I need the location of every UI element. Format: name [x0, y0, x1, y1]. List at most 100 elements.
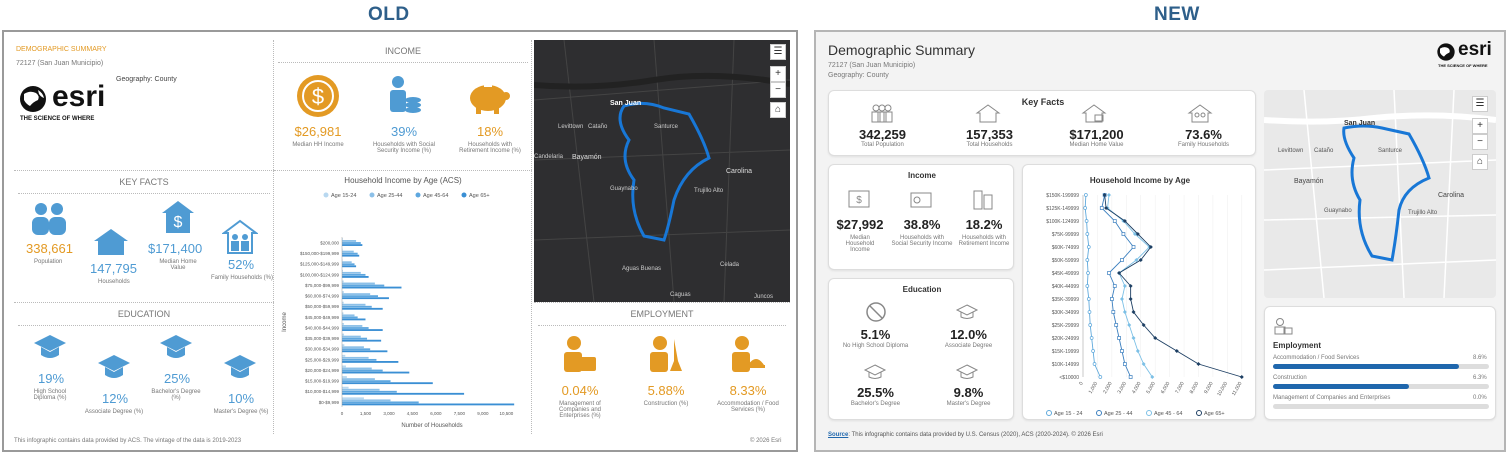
new-emp-value-1: 8.6% — [1473, 355, 1487, 361]
old-chart-ytick-14: $10,000-$14,999 — [305, 389, 340, 394]
old-chart-xtick-7: 10,500 — [499, 411, 513, 416]
old-bar-8-1 — [342, 325, 363, 327]
old-income-label-3: Households with Retirement Income (%) — [459, 142, 521, 154]
new-income-value-1: $27,992 — [836, 217, 884, 232]
new-point-3-6 — [1117, 271, 1122, 275]
old-bar-8-2 — [342, 327, 369, 329]
old-bar-15-3 — [342, 403, 515, 406]
new-chart-ytick-8: $35K-39999 — [1052, 297, 1079, 303]
old-chart-ytick-3: $100,000-$124,999 — [300, 272, 340, 277]
new-point-0-7 — [1085, 284, 1090, 288]
new-footer-source-link[interactable]: Source — [828, 432, 849, 438]
new-chart-xtick-0: 0 — [1078, 381, 1085, 387]
old-bar-10-1 — [342, 346, 364, 349]
new-point-3-12 — [1174, 349, 1179, 353]
new-point-2-3 — [1132, 232, 1137, 236]
old-chart-ytick-2: $125,000-$149,999 — [300, 262, 340, 267]
old-bar-4-0 — [342, 280, 344, 283]
old-chart-ytick-9: $35,000-$39,999 — [305, 336, 340, 341]
new-chart-title: Household Income by Age — [1090, 176, 1191, 185]
new-point-2-8 — [1119, 297, 1124, 301]
old-footer-left: This infographic contains data provided … — [14, 438, 242, 444]
old-map-zoom-out[interactable]: − — [770, 82, 786, 98]
old-employment-cell: EMPLOYMENT 0.04% Management of Companies… — [534, 302, 790, 434]
old-bar-10-0 — [342, 344, 345, 347]
new-keyfacts-heading: Key Facts — [1021, 97, 1065, 107]
new-point-0-2 — [1084, 219, 1089, 223]
old-income-heading: INCOME — [385, 46, 421, 56]
old-bar-5-3 — [342, 297, 389, 300]
old-bar-1-3 — [342, 254, 360, 257]
new-chart-xtick-4: 4,000 — [1131, 381, 1143, 395]
old-edu-value-2: 12% — [102, 391, 129, 406]
old-bar-7-2 — [342, 316, 358, 319]
new-map-label-4: Santurce — [1378, 148, 1403, 154]
old-bar-2-1 — [342, 261, 352, 264]
old-map-label-12: Juncos — [754, 294, 774, 300]
new-map-label-2: Levittown — [1278, 148, 1304, 154]
new-education-card: Education 5.1% No High School Diploma 12… — [828, 278, 1014, 420]
new-point-1-7 — [1112, 284, 1117, 288]
new-education-heading: Education — [902, 285, 942, 294]
new-kf-value-1: 342,259 — [859, 127, 906, 142]
old-bar-9-0 — [342, 333, 345, 336]
new-point-3-11 — [1153, 336, 1158, 340]
old-households-value: 147,795 — [90, 261, 137, 276]
new-point-1-1 — [1099, 206, 1104, 210]
new-kf-value-4: 73.6% — [1185, 127, 1222, 142]
old-map-home-button[interactable]: ⌂ — [770, 102, 786, 118]
new-point-2-0 — [1106, 193, 1111, 197]
new-point-0-11 — [1089, 336, 1094, 340]
new-point-0-3 — [1085, 232, 1090, 236]
old-title: DEMOGRAPHIC SUMMARY — [16, 46, 107, 53]
households-icon — [975, 104, 1001, 123]
new-point-3-8 — [1128, 297, 1133, 301]
new-point-0-6 — [1086, 271, 1090, 275]
new-point-3-9 — [1131, 310, 1136, 314]
new-emp-bar-2 — [1273, 384, 1489, 389]
new-map-label-6: Carolina — [1438, 192, 1465, 199]
old-map-list-button[interactable]: ☰ — [770, 44, 786, 60]
old-map-zoom-in[interactable]: + — [770, 66, 786, 82]
old-legend-swatch-0 — [323, 192, 329, 198]
new-income-value-2: 38.8% — [903, 217, 941, 232]
old-bar-6-0 — [342, 301, 344, 304]
new-map-list-button[interactable]: ☰ — [1472, 96, 1488, 112]
new-legend-label-1: Age 25 - 44 — [1104, 411, 1132, 417]
old-bar-2-2 — [342, 263, 355, 266]
new-chart-xtick-2: 2,000 — [1102, 381, 1114, 395]
old-emp-value-2: 5.88% — [647, 383, 685, 398]
new-point-1-10 — [1114, 323, 1119, 327]
old-bar-8-3 — [342, 329, 383, 331]
old-bar-11-3 — [342, 361, 399, 363]
new-income-label-1: Median Household Income — [845, 235, 875, 253]
new-esri-logo: esri THE SCIENCE OF WHERE — [1436, 39, 1500, 74]
new-map-zoom-out[interactable]: − — [1472, 134, 1488, 150]
old-bar-14-3 — [342, 392, 465, 395]
old-chart-xlabel: Number of Households — [401, 423, 462, 429]
employment-icon — [1274, 318, 1293, 335]
new-chart-xtick-5: 5,000 — [1145, 381, 1157, 395]
new-map-home-button[interactable]: ⌂ — [1472, 154, 1488, 170]
old-population-value: 338,661 — [26, 241, 73, 256]
new-map-zoom-in[interactable]: + — [1472, 118, 1488, 134]
old-legend-label-3: Age 65+ — [469, 193, 490, 199]
old-chart-ytick-12: $20,000-$24,999 — [305, 368, 340, 373]
old-summary-cell: DEMOGRAPHIC SUMMARY 72127 (San Juan Muni… — [14, 40, 274, 170]
old-income-value-1: $26,981 — [294, 124, 342, 139]
new-point-2-14 — [1150, 375, 1155, 379]
old-bar-0-1 — [342, 240, 357, 242]
new-chart-xtick-7: 7,000 — [1174, 381, 1186, 395]
old-bar-13-3 — [342, 382, 433, 385]
old-bar-1-0 — [342, 248, 343, 251]
cleaning-person-icon — [650, 336, 682, 372]
old-family-label: Family Households (%) — [210, 275, 274, 281]
old-map[interactable]: ☰ + − ⌂ San Juan Levittown Cataño Santur… — [534, 40, 790, 302]
old-homevalue-label: Median Home Value — [159, 259, 197, 271]
new-legend-swatch-1 — [1096, 410, 1102, 416]
old-bar-4-3 — [342, 286, 402, 289]
old-header: OLD — [368, 4, 410, 25]
old-bar-12-3 — [342, 371, 410, 374]
retirement-icon — [973, 190, 993, 210]
new-map[interactable]: ☰ + − ⌂ San Juan Levittown Cataño Santur… — [1264, 90, 1496, 298]
